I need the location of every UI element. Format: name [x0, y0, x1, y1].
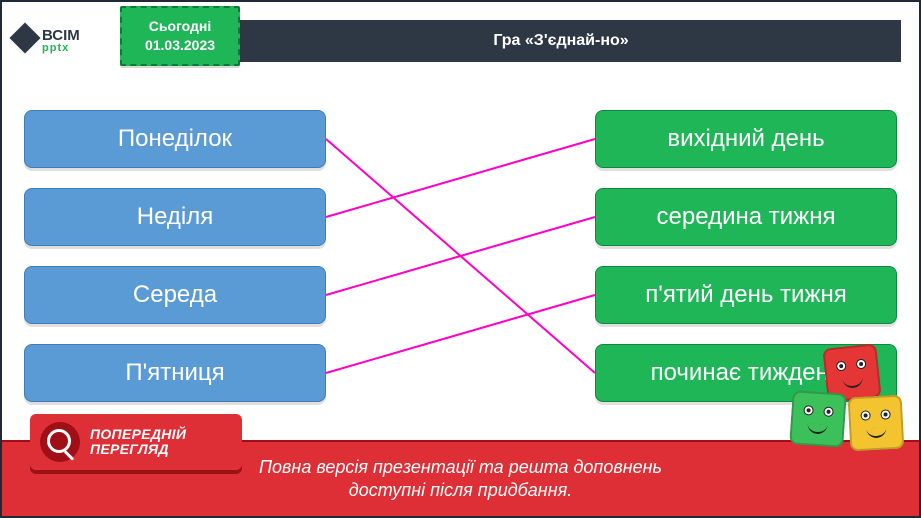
logo-text: ВСІМ pptx [42, 29, 80, 54]
right-card-0[interactable]: вихідний день [595, 110, 897, 168]
preview-line2: ПЕРЕГЛЯД [90, 441, 169, 457]
preview-badge-text: ПОПЕРЕДНІЙ ПЕРЕГЛЯД [90, 427, 186, 456]
page-title: Гра «З'єднай-но» [221, 20, 901, 62]
game-title: Гра «З'єднай-но» [493, 32, 628, 50]
preview-badge[interactable]: ПОПЕРЕДНІЙ ПЕРЕГЛЯД [30, 414, 242, 470]
footer-line1: Повна версія презентації та решта доповн… [259, 457, 662, 477]
right-card-1[interactable]: середина тижня [595, 188, 897, 246]
matching-board: Понеділок Неділя Середа П'ятниця вихідни… [24, 110, 897, 408]
right-card-2-label: п'ятий день тижня [645, 281, 847, 309]
left-card-3[interactable]: П'ятниця [24, 344, 326, 402]
left-card-0-label: Понеділок [118, 125, 232, 153]
left-card-1-label: Неділя [137, 203, 214, 231]
today-date: 01.03.2023 [122, 36, 238, 55]
magnifier-icon [40, 422, 80, 462]
right-card-0-label: вихідний день [667, 125, 824, 153]
slide-stage: ВСІМ pptx Сьогодні 01.03.2023 Гра «З'єдн… [0, 0, 921, 518]
logo-line2: pptx [42, 43, 80, 53]
today-box: Сьогодні 01.03.2023 [120, 6, 240, 66]
logo: ВСІМ pptx [14, 20, 114, 62]
cube-green-icon [789, 390, 847, 448]
cube-yellow-icon [848, 395, 905, 452]
today-label: Сьогодні [122, 17, 238, 36]
preview-line1: ПОПЕРЕДНІЙ [90, 426, 186, 442]
left-card-0[interactable]: Понеділок [24, 110, 326, 168]
left-card-1[interactable]: Неділя [24, 188, 326, 246]
mascot-cubes [783, 338, 913, 458]
footer-text: Повна версія презентації та решта доповн… [259, 456, 662, 503]
left-card-2[interactable]: Середа [24, 266, 326, 324]
footer-line2: доступні після придбання. [349, 480, 572, 500]
logo-cap-icon [9, 22, 40, 53]
right-card-2[interactable]: п'ятий день тижня [595, 266, 897, 324]
left-card-3-label: П'ятниця [125, 359, 224, 387]
left-card-2-label: Середа [133, 281, 217, 309]
right-card-1-label: середина тижня [657, 203, 836, 231]
